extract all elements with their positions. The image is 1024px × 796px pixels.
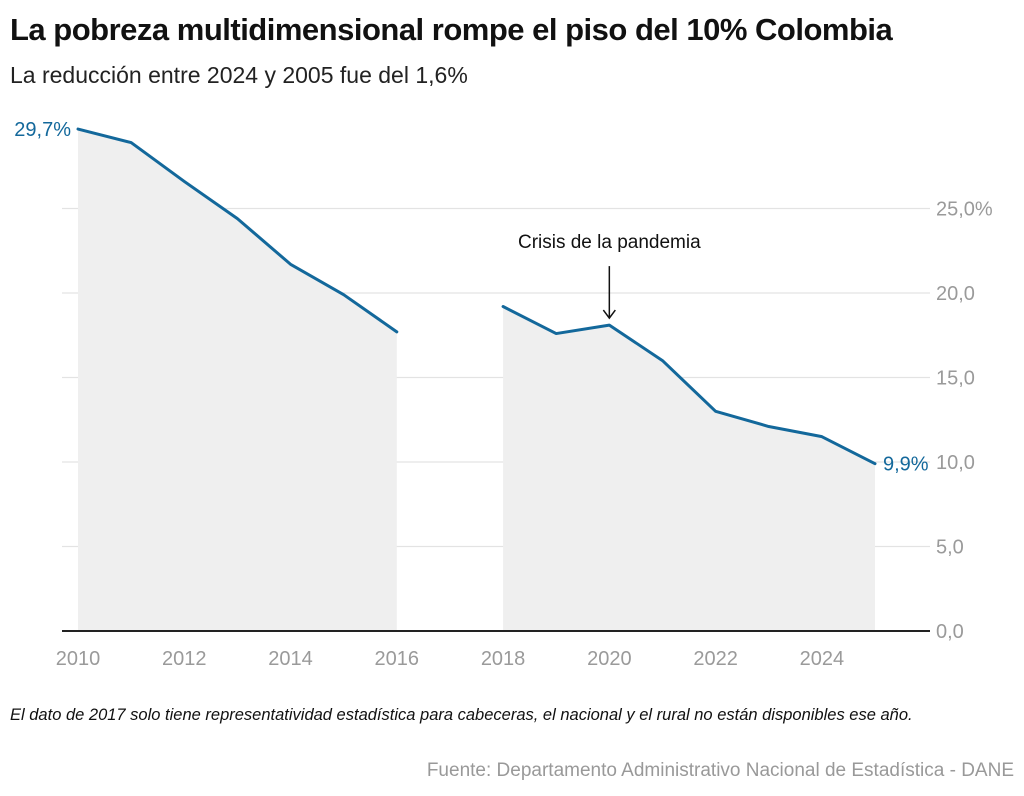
series-line-segment xyxy=(501,305,877,466)
y-tick-label: 10,0 xyxy=(936,452,975,474)
x-tick-label: 2024 xyxy=(800,648,845,670)
source-credit: Fuente: Departamento Administrativo Naci… xyxy=(426,760,1014,781)
x-tick-label: 2012 xyxy=(162,648,207,670)
footnote: El dato de 2017 solo tiene representativ… xyxy=(10,706,913,724)
y-tick-label: 0,0 xyxy=(936,621,964,643)
x-tick-label: 2018 xyxy=(481,648,526,670)
y-tick-label: 15,0 xyxy=(936,368,975,390)
area-fills xyxy=(78,129,875,631)
y-tick-label: 25,0% xyxy=(936,199,993,221)
y-tick-label: 5,0 xyxy=(936,537,964,559)
area-segment xyxy=(78,129,397,631)
y-tick-label: 20,0 xyxy=(936,283,975,305)
x-tick-label: 2020 xyxy=(587,648,632,670)
chart-title: La pobreza multidimensional rompe el pis… xyxy=(10,12,893,47)
x-tick-labels: 2010 2012 2014 2016 2018 2020 2022 2024 xyxy=(56,648,844,670)
x-tick-label: 2016 xyxy=(375,648,420,670)
chart-subtitle: La reducción entre 2024 y 2005 fue del 1… xyxy=(10,62,468,88)
annotation-text: Crisis de la pandemia xyxy=(518,232,701,253)
x-tick-label: 2014 xyxy=(268,648,313,670)
x-tick-label: 2022 xyxy=(693,648,738,670)
y-tick-labels: 0,0 5,0 10,0 15,0 20,0 25,0% xyxy=(936,199,993,644)
x-tick-label: 2010 xyxy=(56,648,101,670)
start-value-label: 29,7% xyxy=(14,119,71,141)
chart: 0,0 5,0 10,0 15,0 20,0 25,0% 2010 2012 2014 2016… xyxy=(14,119,993,670)
end-value-label: 9,9% xyxy=(883,454,929,476)
series-lines xyxy=(76,127,877,466)
annotation-pandemic: Crisis de la pandemia xyxy=(518,232,701,320)
arrow-head-icon xyxy=(602,309,616,320)
area-segment xyxy=(503,306,875,631)
